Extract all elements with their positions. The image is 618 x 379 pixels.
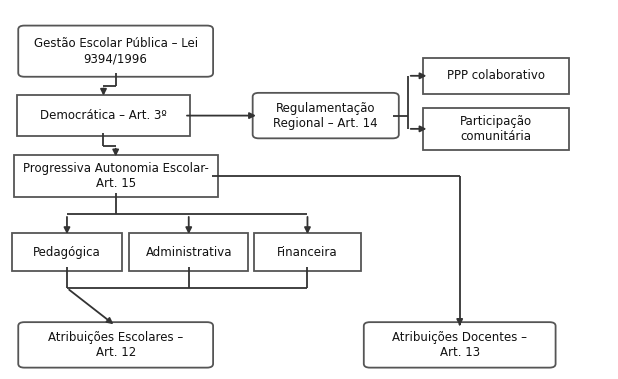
FancyBboxPatch shape bbox=[14, 155, 218, 197]
FancyBboxPatch shape bbox=[17, 95, 190, 136]
FancyBboxPatch shape bbox=[364, 322, 556, 368]
FancyBboxPatch shape bbox=[423, 58, 569, 94]
Text: Participação
comunitária: Participação comunitária bbox=[460, 115, 532, 143]
FancyBboxPatch shape bbox=[423, 108, 569, 150]
FancyBboxPatch shape bbox=[129, 233, 248, 271]
Text: Atribuições Docentes –
Art. 13: Atribuições Docentes – Art. 13 bbox=[392, 331, 527, 359]
Text: Atribuições Escolares –
Art. 12: Atribuições Escolares – Art. 12 bbox=[48, 331, 184, 359]
Text: Progressiva Autonomia Escolar-
Art. 15: Progressiva Autonomia Escolar- Art. 15 bbox=[23, 162, 209, 190]
Text: Financeira: Financeira bbox=[277, 246, 338, 258]
FancyBboxPatch shape bbox=[254, 233, 361, 271]
FancyBboxPatch shape bbox=[253, 93, 399, 138]
Text: Gestão Escolar Pública – Lei
9394/1996: Gestão Escolar Pública – Lei 9394/1996 bbox=[33, 37, 198, 65]
FancyBboxPatch shape bbox=[12, 233, 122, 271]
FancyBboxPatch shape bbox=[19, 26, 213, 77]
FancyBboxPatch shape bbox=[19, 322, 213, 368]
Text: Administrativa: Administrativa bbox=[145, 246, 232, 258]
Text: PPP colaborativo: PPP colaborativo bbox=[447, 69, 545, 82]
Text: Regulamentação
Regional – Art. 14: Regulamentação Regional – Art. 14 bbox=[273, 102, 378, 130]
Text: Pedagógica: Pedagógica bbox=[33, 246, 101, 258]
Text: Democrática – Art. 3º: Democrática – Art. 3º bbox=[40, 109, 167, 122]
